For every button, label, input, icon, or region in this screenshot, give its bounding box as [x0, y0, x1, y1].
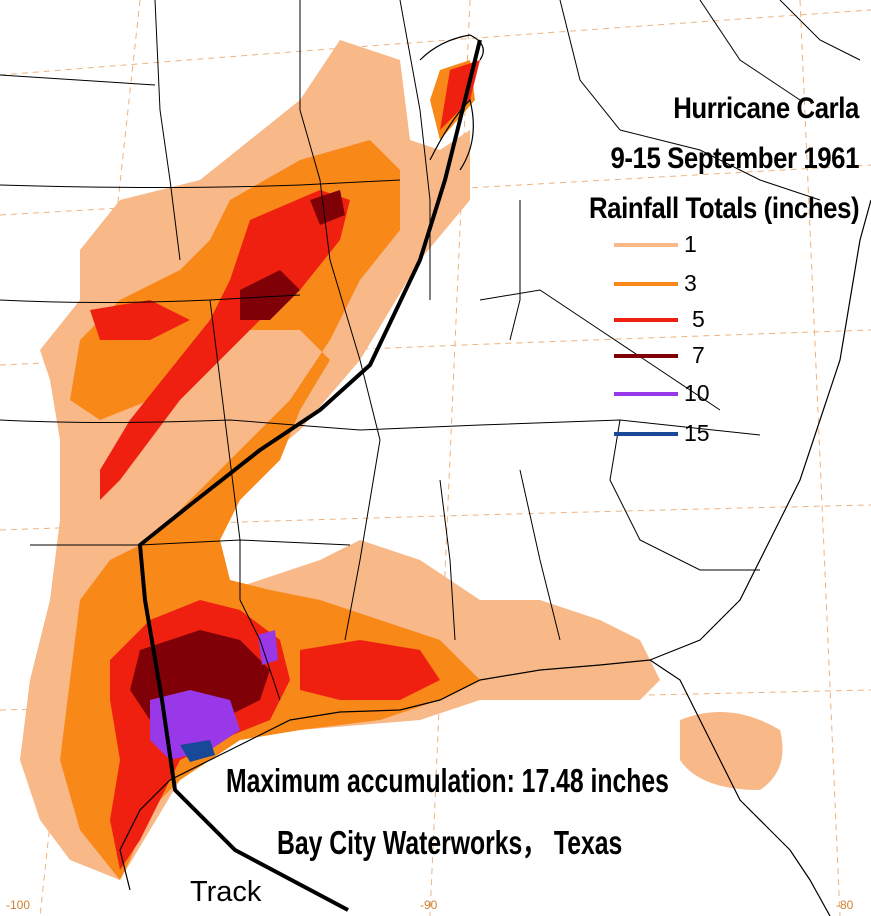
longitude-label: -100 — [6, 898, 31, 912]
rainfall-10in — [150, 630, 278, 760]
legend-item-7: 7 — [612, 342, 732, 368]
title-line-1: Hurricane Carla — [673, 92, 859, 125]
legend-swatch — [614, 432, 678, 436]
legend-item-5: 5 — [612, 306, 732, 332]
legend-label: 1 — [684, 231, 697, 257]
longitude-label: -80 — [836, 898, 854, 912]
legend-label: 5 — [692, 306, 705, 332]
legend-label: 10 — [684, 380, 710, 406]
legend-swatch — [614, 282, 678, 286]
legend-item-1: 1 — [612, 231, 732, 257]
title-line-3: Rainfall Totals (inches) — [588, 192, 860, 225]
coastline — [119, 34, 871, 916]
legend-item-10: 10 — [612, 380, 732, 406]
legend-label: 7 — [692, 342, 705, 368]
legend-label: 3 — [684, 270, 697, 296]
legend-item-3: 3 — [612, 270, 732, 296]
legend-label: 15 — [684, 420, 710, 446]
title-line-2: 9-15 September 1961 — [610, 142, 859, 175]
legend-swatch — [614, 354, 678, 358]
state-boundaries — [0, 0, 861, 701]
legend-swatch — [614, 392, 678, 396]
longitude-label: -90 — [420, 898, 438, 912]
legend-swatch — [614, 243, 678, 247]
legend-swatch — [614, 318, 678, 322]
hurricane-track — [138, 39, 482, 912]
location-note: Bay City Waterworks， Texas — [277, 824, 623, 861]
max-accumulation-note: Maximum accumulation: 17.48 inches — [226, 762, 669, 799]
track-label: Track — [190, 876, 262, 908]
rainfall-15in — [180, 740, 215, 762]
legend-item-15: 15 — [612, 420, 732, 446]
